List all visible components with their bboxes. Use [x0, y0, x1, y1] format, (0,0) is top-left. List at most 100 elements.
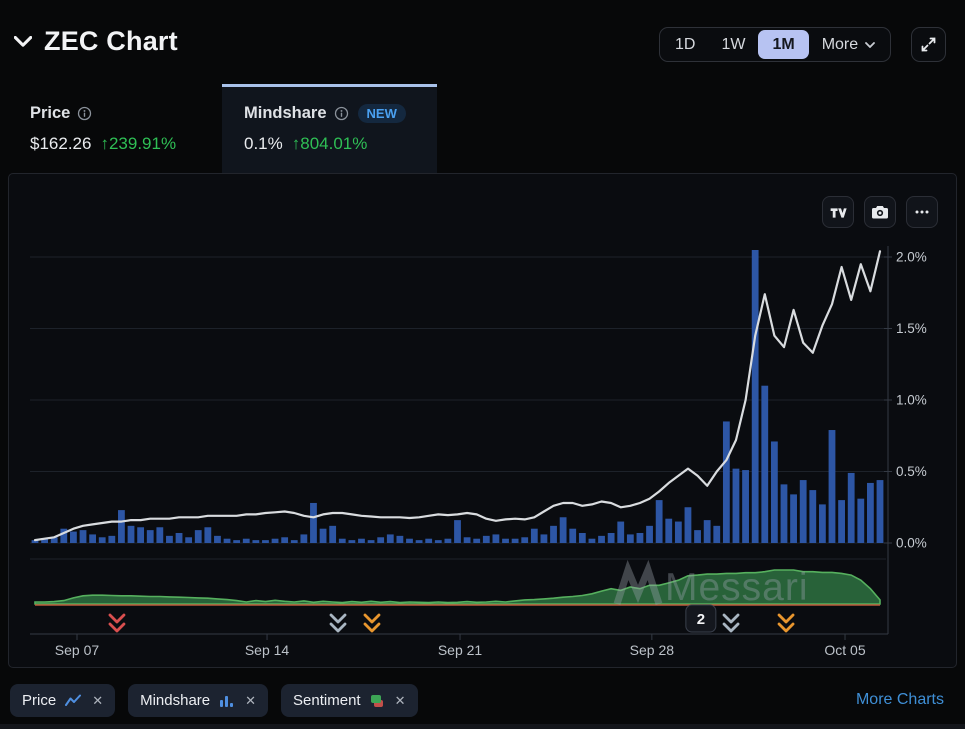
double-chevron-down-icon — [108, 613, 126, 624]
close-icon[interactable]: ✕ — [394, 692, 406, 708]
chip-sentiment[interactable]: Sentiment ✕ — [281, 684, 418, 717]
close-icon[interactable]: ✕ — [92, 692, 104, 708]
bar — [358, 538, 365, 543]
bar — [281, 537, 289, 543]
fullscreen-button[interactable] — [911, 27, 946, 62]
bar — [242, 538, 250, 543]
price-change: ↑239.91% — [100, 134, 177, 153]
chip-mindshare[interactable]: Mindshare ✕ — [128, 684, 269, 717]
sentiment-marker-chevron[interactable] — [329, 613, 347, 633]
bar — [262, 540, 269, 543]
range-1d-button[interactable]: 1D — [675, 35, 696, 53]
bar — [588, 538, 596, 543]
tab-price[interactable]: Price $162.26 ↑239.91% — [10, 84, 220, 173]
bar — [598, 535, 605, 543]
bar — [482, 535, 490, 543]
bar — [70, 531, 77, 543]
double-chevron-down-icon — [363, 613, 381, 624]
tab-mindshare[interactable]: Mindshare NEW 0.1% ↑804.01% — [222, 84, 437, 173]
bar — [290, 540, 298, 543]
double-chevron-down-icon — [722, 613, 740, 624]
y-axis-label: 1.0% — [896, 393, 927, 408]
bar — [338, 538, 346, 543]
bar — [722, 421, 730, 543]
badge-box — [685, 604, 717, 633]
bar — [665, 518, 673, 543]
bar — [828, 430, 836, 543]
bar — [799, 480, 807, 543]
bar — [108, 535, 116, 543]
collapse-chevron-icon[interactable] — [14, 36, 32, 48]
line-chart-icon — [65, 694, 82, 706]
info-icon[interactable] — [334, 106, 349, 121]
bar — [415, 540, 423, 543]
sentiment-marker-chevron[interactable] — [363, 613, 381, 633]
x-axis-label: Oct 05 — [824, 642, 865, 658]
bar — [166, 535, 173, 543]
bar — [742, 470, 749, 543]
price-line — [33, 250, 882, 542]
bar — [194, 530, 202, 543]
more-charts-link[interactable]: More Charts — [855, 691, 944, 708]
info-icon[interactable] — [77, 106, 92, 121]
bar — [300, 534, 308, 543]
close-icon[interactable]: ✕ — [245, 692, 257, 708]
double-chevron-down-icon — [329, 622, 347, 633]
sentiment-marker-chevron[interactable] — [108, 613, 126, 633]
bar — [646, 525, 653, 543]
sentiment-marker-chevron[interactable] — [777, 613, 795, 633]
bar — [118, 510, 125, 543]
bar — [434, 540, 442, 543]
bar — [818, 504, 826, 543]
bar — [751, 250, 759, 543]
chart-canvas[interactable]: 0.0% 0.5% 1.0% 1.5% 2.0% Messari 2 Sep 07 Sep 14… — [9, 174, 956, 667]
chip-price[interactable]: Price ✕ — [10, 684, 116, 717]
bar — [617, 521, 625, 543]
bar — [540, 534, 548, 543]
more-options-button[interactable] — [906, 196, 938, 228]
bar — [780, 484, 788, 543]
bar — [377, 537, 385, 543]
bar — [732, 468, 740, 543]
bar — [425, 538, 433, 543]
mindshare-bars — [31, 250, 884, 543]
bar — [214, 535, 221, 543]
bar — [127, 525, 135, 543]
range-1m-button[interactable]: 1M — [758, 30, 809, 59]
double-chevron-down-icon — [108, 622, 126, 633]
bar — [204, 527, 212, 543]
bar — [146, 530, 154, 543]
bar — [41, 538, 49, 543]
sentiment-marker-chevron[interactable] — [722, 613, 740, 633]
bar — [367, 540, 375, 543]
range-more-button[interactable]: More — [809, 30, 888, 59]
bar — [156, 527, 164, 543]
bar — [703, 520, 711, 543]
double-chevron-down-icon — [777, 613, 795, 624]
tradingview-button[interactable] — [822, 196, 854, 228]
bar — [578, 532, 586, 543]
bar — [396, 535, 404, 543]
bar — [521, 537, 529, 543]
x-axis-label: Sep 21 — [438, 642, 483, 658]
screenshot-button[interactable] — [864, 196, 896, 228]
bar — [463, 537, 471, 543]
chevron-down-icon — [865, 41, 876, 48]
sentiment-blocks-icon — [370, 694, 383, 707]
badge-label: 2 — [697, 611, 705, 628]
range-1w-button[interactable]: 1W — [721, 35, 746, 53]
bar — [252, 540, 260, 543]
mindshare-tab-label: Mindshare — [244, 104, 327, 122]
bar — [444, 538, 452, 543]
bar — [492, 534, 500, 543]
bar — [348, 540, 356, 543]
bar — [713, 525, 721, 543]
mindshare-change: ↑804.01% — [291, 134, 368, 153]
bar — [98, 537, 106, 543]
camera-icon — [872, 206, 888, 219]
marker-count-badge[interactable]: 2 — [685, 604, 717, 633]
bar — [473, 538, 481, 543]
messari-logo-icon — [613, 559, 663, 606]
page-title: ZEC Chart — [44, 26, 178, 56]
watermark-text: Messari — [665, 566, 809, 609]
